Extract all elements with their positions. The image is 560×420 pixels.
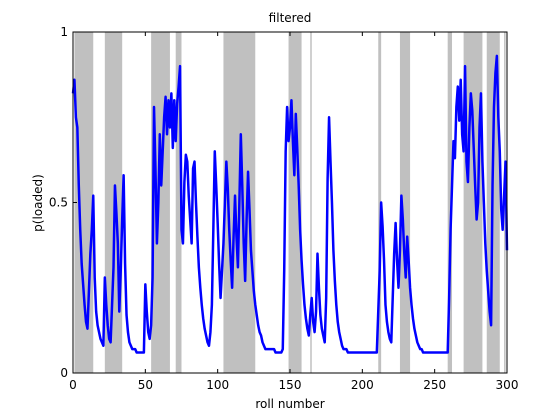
x-tick-label: 250	[423, 378, 446, 392]
x-tick-label: 200	[351, 378, 374, 392]
x-tick-label: 100	[206, 378, 229, 392]
shaded-region-6	[310, 32, 312, 373]
shaded-region-0	[74, 32, 94, 373]
x-axis-label: roll number	[255, 397, 324, 411]
series-group	[71, 54, 509, 354]
y-tick-label: 1	[60, 25, 68, 39]
y-axis-label: p(loaded)	[31, 174, 45, 232]
shaded-region-9	[447, 32, 453, 373]
series-line-0	[71, 54, 509, 354]
shaded-region-7	[378, 32, 382, 373]
y-tick-label: 0	[60, 366, 68, 380]
x-tick-label: 50	[138, 378, 153, 392]
x-axis: 0 50 100 150 200 250 300	[69, 32, 518, 392]
x-tick-label: 0	[69, 378, 77, 392]
x-tick-label: 300	[496, 378, 519, 392]
shaded-region-10	[463, 32, 483, 373]
shaded-region-3	[175, 32, 182, 373]
axes-frame	[72, 31, 508, 374]
chart-title: filtered	[269, 11, 312, 25]
x-tick-label: 150	[279, 378, 302, 392]
y-tick-label: 0.5	[49, 196, 68, 210]
shaded-region-8	[399, 32, 411, 373]
